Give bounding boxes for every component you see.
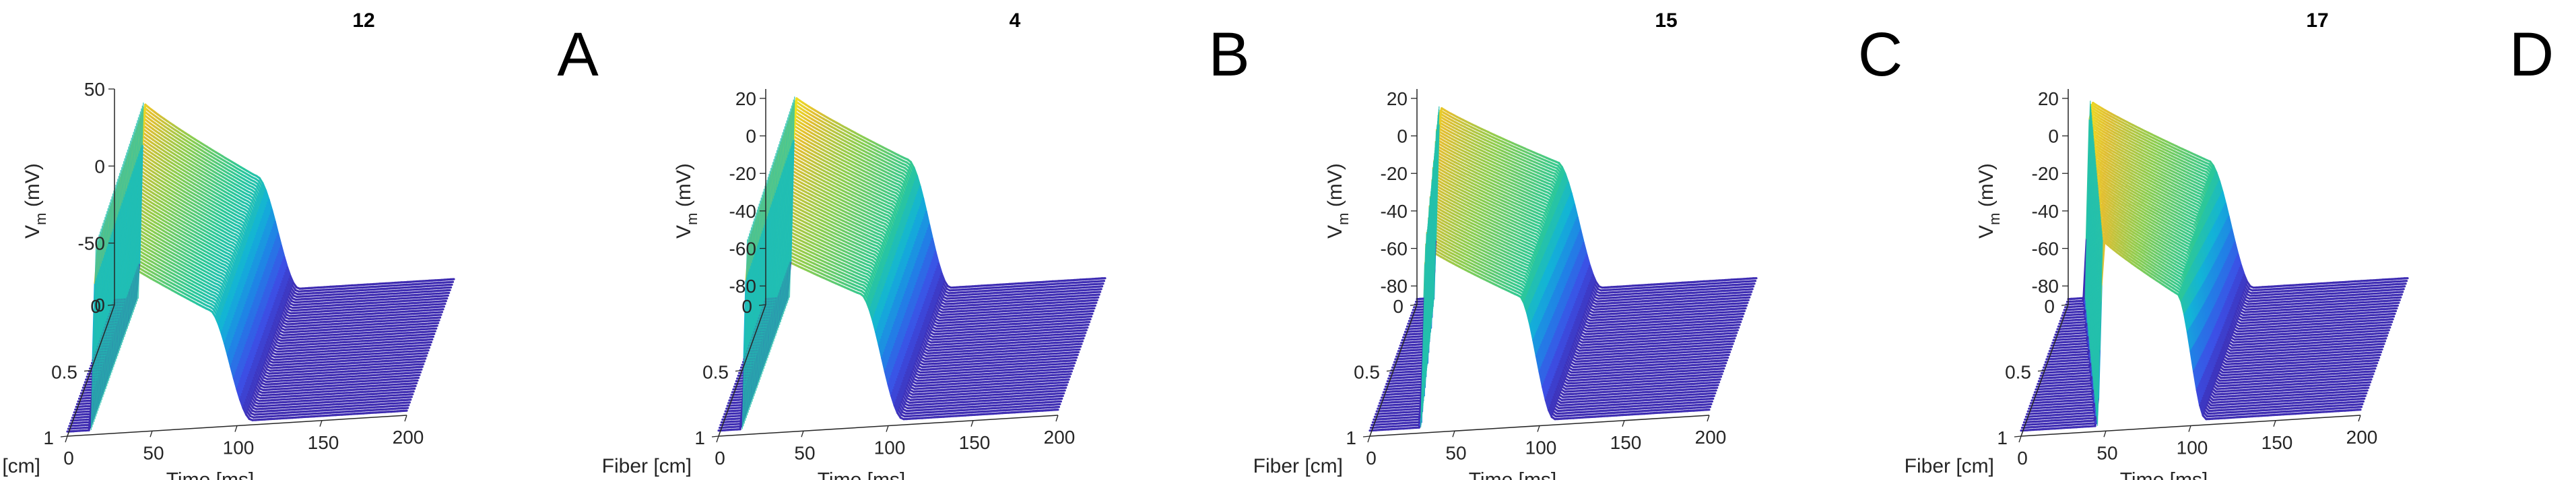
surface-line [246, 396, 252, 405]
surface-line [242, 387, 249, 398]
surface-line [240, 374, 246, 387]
surface-line [244, 384, 250, 396]
surface-line [231, 340, 237, 354]
surface-line [244, 398, 251, 408]
surface-line [214, 316, 220, 326]
surface-line [238, 380, 244, 392]
surface-line [233, 334, 239, 349]
surface-line [220, 314, 226, 326]
surface-line [240, 357, 245, 371]
surface-line [228, 348, 234, 363]
surface-line [223, 306, 229, 318]
surface-line [246, 379, 251, 390]
surface-line [240, 377, 245, 390]
surface-line [228, 328, 234, 342]
surface-line [219, 301, 225, 311]
surface-line [224, 339, 230, 353]
surface-line [238, 360, 244, 374]
surface-line [230, 365, 235, 380]
surface-line [220, 299, 226, 309]
surface-line [240, 392, 246, 404]
surface-line [221, 329, 227, 342]
surface-line [230, 345, 235, 360]
surface-line [244, 382, 251, 393]
surface-line [224, 321, 230, 334]
surface-line [230, 342, 236, 357]
surface-line [226, 353, 232, 368]
surface-line [236, 385, 242, 398]
surface-line [230, 362, 236, 377]
surface-line [246, 393, 253, 402]
surface-line [236, 346, 242, 361]
surface-line [226, 315, 232, 328]
surface-line [243, 404, 249, 413]
surface-line [221, 311, 227, 324]
surface-line [242, 369, 249, 382]
surface-line [234, 371, 240, 386]
surface [66, 102, 455, 433]
surface-line [236, 369, 241, 382]
surface-line [222, 309, 228, 321]
surface-line [242, 407, 248, 416]
surface-line [221, 296, 227, 306]
surface-line [234, 354, 239, 369]
surface-line [242, 390, 248, 401]
surface-line [225, 318, 231, 331]
surface-line [232, 359, 237, 374]
surface-line [238, 363, 243, 377]
surface-line [222, 326, 228, 339]
surface-line [215, 313, 221, 323]
surface-line [240, 395, 246, 407]
surface-line [236, 349, 241, 363]
surface-line [229, 326, 235, 340]
surface-line [227, 312, 233, 326]
surface-line [242, 371, 247, 384]
surface-line [218, 320, 224, 332]
surface-line [226, 336, 231, 351]
surface-line [236, 366, 242, 380]
surface-line [234, 374, 240, 388]
surface-line [226, 334, 232, 348]
surface-line [248, 390, 254, 400]
surface-line [224, 303, 230, 315]
surface-line [249, 388, 255, 397]
surface-line [232, 377, 238, 391]
surface-line [232, 357, 238, 371]
surface-line [228, 351, 233, 365]
surface-line [238, 382, 244, 396]
surface-line [239, 398, 244, 409]
surface-line [244, 401, 250, 411]
surface-line [230, 323, 236, 337]
surface-line [218, 304, 224, 314]
surface-line [232, 337, 238, 351]
surface-line [220, 332, 226, 345]
surface-line [236, 388, 242, 401]
surface-line [216, 310, 222, 320]
surface-line [223, 324, 229, 336]
surface-line [234, 351, 240, 366]
surface-line [217, 307, 223, 317]
surface-line [227, 331, 233, 345]
surface-line [217, 323, 223, 334]
surface-line [219, 317, 225, 329]
surface-line [224, 342, 229, 356]
